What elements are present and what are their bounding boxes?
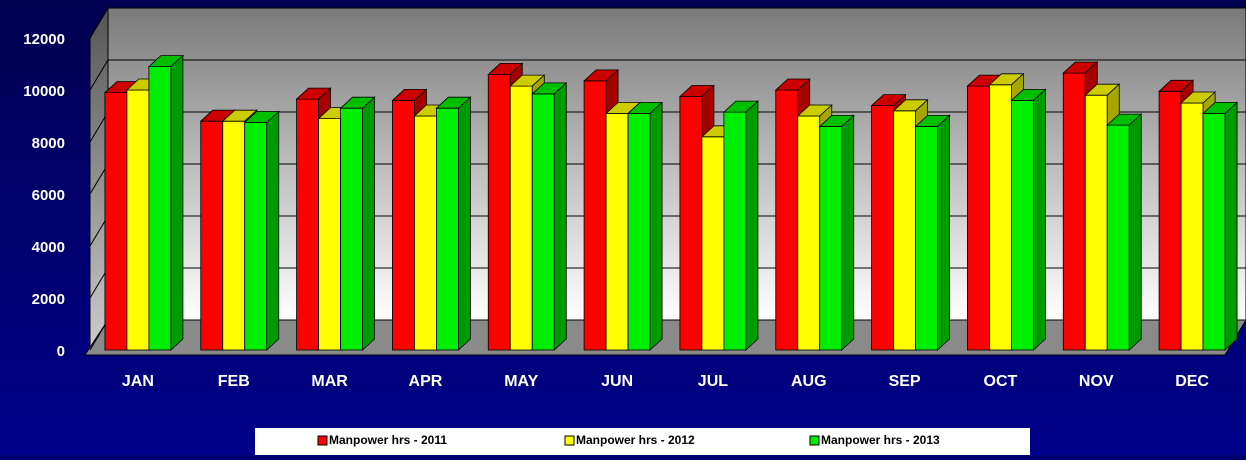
bar <box>435 96 472 351</box>
bar-front <box>1106 124 1130 351</box>
bar-front <box>819 126 843 351</box>
bar-front <box>797 115 821 351</box>
x-tick-label: JUL <box>698 373 728 390</box>
bar-side <box>841 114 855 351</box>
bar-front <box>915 126 938 351</box>
bar-front <box>967 85 990 351</box>
bar-front <box>989 84 1012 351</box>
bar-front <box>723 111 747 351</box>
bar-front <box>200 120 224 351</box>
bar-front <box>392 100 415 351</box>
bar-front <box>775 89 799 351</box>
bar <box>1010 88 1047 351</box>
y-tick-label: 10000 <box>23 83 65 100</box>
x-tick-label: SEP <box>889 373 921 390</box>
x-tick-label: DEC <box>1175 373 1209 390</box>
bar-front <box>701 136 725 351</box>
bar-side <box>745 100 759 351</box>
bar-front <box>1084 94 1108 351</box>
bar-front <box>244 122 268 351</box>
bar-front <box>296 98 319 351</box>
legend-label: Manpower hrs - 2011 <box>329 433 447 447</box>
bar-side <box>649 101 663 351</box>
bar <box>722 100 759 351</box>
bar-front <box>605 113 629 351</box>
bar-side <box>266 110 280 351</box>
bar-front <box>627 113 651 351</box>
legend-box <box>255 428 1030 455</box>
y-tick-label: 8000 <box>32 135 65 152</box>
bar-side <box>170 54 184 351</box>
y-tick-label: 0 <box>57 343 65 360</box>
bar-front <box>318 118 341 351</box>
bar-front <box>1011 100 1034 351</box>
bar-front <box>1062 72 1086 351</box>
x-tick-label: MAR <box>311 373 348 390</box>
bar-front <box>679 96 703 351</box>
bar-side <box>1224 101 1238 351</box>
bar <box>627 101 664 351</box>
y-tick-label: 2000 <box>32 291 65 308</box>
bar-front <box>871 105 894 351</box>
grid-line <box>89 7 1246 39</box>
x-tick-label: JUN <box>601 373 633 390</box>
x-tick-label: MAY <box>504 373 538 390</box>
bar-side <box>458 96 471 351</box>
bar-front <box>222 120 246 351</box>
bar-side <box>362 96 375 351</box>
legend-key <box>317 435 328 446</box>
bar-front <box>340 107 363 351</box>
bar-front <box>509 85 533 351</box>
bar-side <box>1128 113 1142 351</box>
bar-front <box>414 115 437 351</box>
x-tick-label: FEB <box>218 373 250 390</box>
legend-label: Manpower hrs - 2013 <box>821 433 940 447</box>
legend-key <box>564 435 575 446</box>
x-tick-label: OCT <box>984 373 1018 390</box>
bar-side <box>1033 88 1046 351</box>
bar-front <box>531 93 555 351</box>
bar <box>818 114 855 351</box>
bar-front <box>487 74 511 351</box>
legend-label: Manpower hrs - 2012 <box>576 433 695 447</box>
y-tick-label: 4000 <box>32 239 65 256</box>
legend-key <box>809 435 820 446</box>
bar-front <box>1202 113 1226 351</box>
bar-front <box>1180 102 1204 351</box>
bar-front <box>583 80 607 351</box>
grid-line <box>89 59 1246 91</box>
x-tick-label: APR <box>409 373 443 390</box>
bar <box>243 110 280 351</box>
y-tick-label: 6000 <box>32 187 65 204</box>
x-tick-label: NOV <box>1079 373 1114 390</box>
bar <box>914 114 951 351</box>
x-tick-label: JAN <box>122 373 154 390</box>
bar-front <box>148 66 172 351</box>
bar-front <box>104 92 128 351</box>
bar-side <box>937 114 950 351</box>
bar <box>147 54 184 351</box>
x-tick-label: AUG <box>791 373 827 390</box>
bar-front <box>1158 90 1182 351</box>
bar-side <box>553 81 567 351</box>
bar <box>1202 101 1239 351</box>
bar-front <box>893 110 916 351</box>
bar-front <box>126 89 150 351</box>
bar <box>339 96 376 351</box>
bar-front <box>436 107 459 351</box>
plot-area <box>84 6 1246 356</box>
y-tick-label: 12000 <box>23 31 65 48</box>
bar <box>531 81 568 351</box>
bar <box>1106 113 1143 351</box>
floor <box>84 319 1246 356</box>
